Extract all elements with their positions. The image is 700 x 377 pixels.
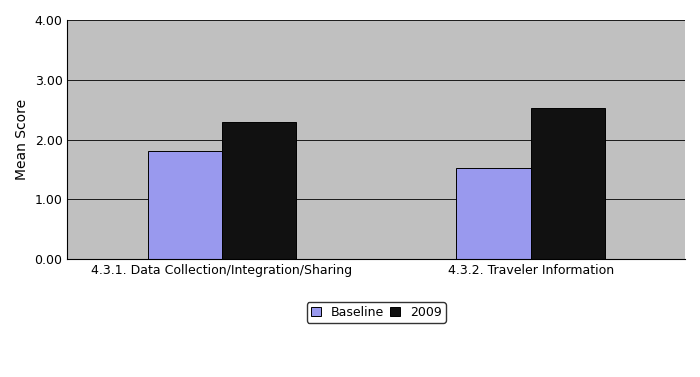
Y-axis label: Mean Score: Mean Score bbox=[15, 99, 29, 180]
Legend: Baseline, 2009: Baseline, 2009 bbox=[307, 302, 446, 323]
Bar bbox=[148, 152, 222, 259]
Bar bbox=[222, 122, 296, 259]
Bar bbox=[456, 168, 531, 259]
Bar bbox=[531, 109, 605, 259]
